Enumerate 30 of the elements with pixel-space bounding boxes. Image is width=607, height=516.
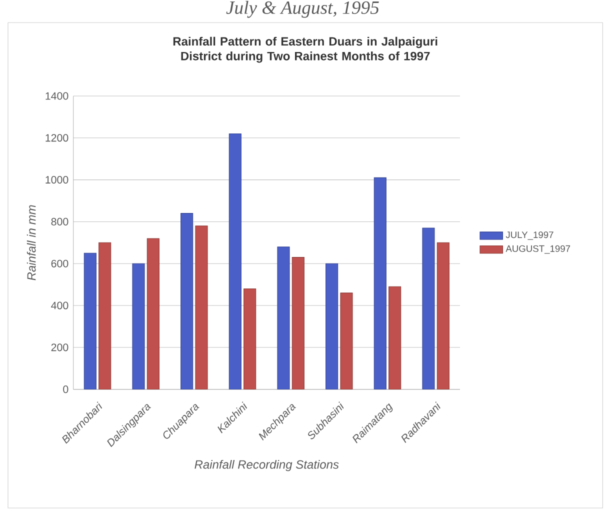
bar	[98, 242, 112, 390]
legend-label: AUGUST_1997	[506, 245, 570, 254]
x-axis-title: Rainfall Recording Stations	[194, 460, 339, 472]
bar	[277, 246, 290, 390]
text: July & August, 1995	[226, 0, 379, 18]
y-tick-label: 800	[51, 218, 68, 226]
bar	[195, 226, 208, 390]
y-tick-label: 400	[51, 302, 68, 310]
bar	[422, 228, 435, 390]
y-tick-label: 600	[51, 260, 68, 268]
bar	[180, 213, 194, 390]
y-tick-label: 0	[63, 386, 68, 394]
bar	[326, 263, 338, 390]
y-tick-label: 1400	[46, 92, 68, 100]
bar	[228, 133, 242, 390]
bar	[132, 263, 145, 390]
bar	[146, 238, 160, 390]
y-tick-label: 1200	[46, 134, 68, 142]
bar	[84, 252, 96, 390]
y-axis-title: Rainfall in mm	[26, 205, 36, 280]
bar	[374, 177, 386, 390]
chart-title: Rainfall Pattern of Eastern Duars in Jalpaiguri District during Two Rainest Months of 1997	[173, 36, 438, 63]
bar	[292, 257, 304, 390]
y-tick-label: 200	[51, 344, 68, 352]
legend-label: JULY_1997	[506, 231, 554, 240]
y-tick-label: 1000	[46, 176, 68, 184]
bar	[388, 286, 402, 390]
bar	[436, 242, 450, 390]
bar	[340, 292, 353, 390]
bar	[244, 288, 256, 390]
